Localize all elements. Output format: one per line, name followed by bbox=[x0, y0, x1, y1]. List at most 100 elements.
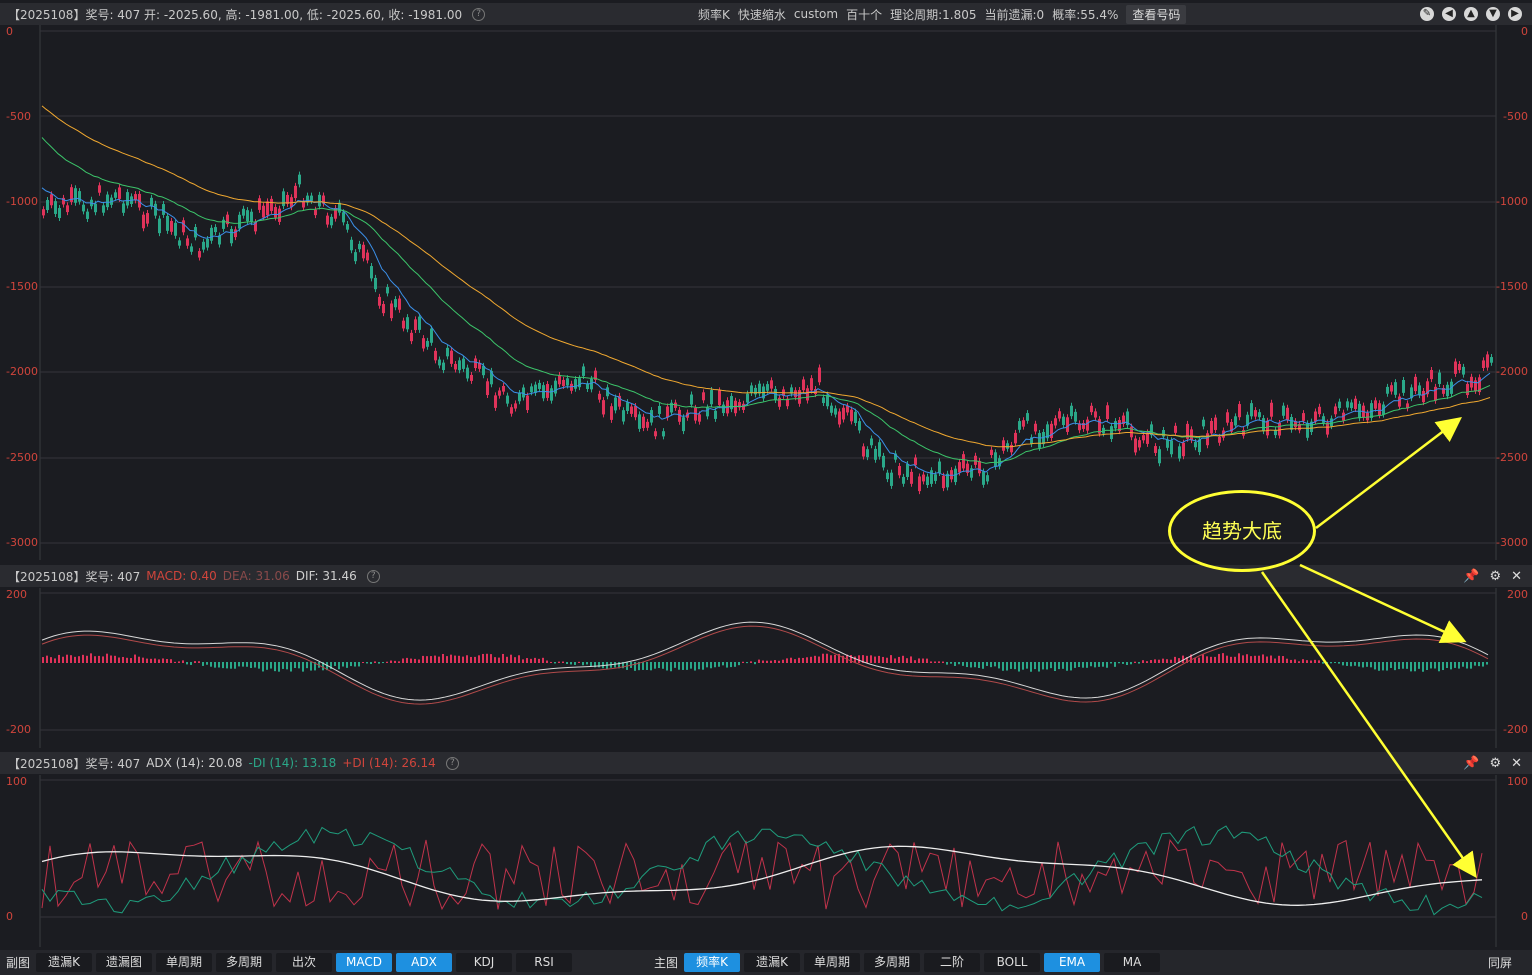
dif-value: DIF: 31.46 bbox=[295, 569, 357, 583]
candle bbox=[834, 408, 837, 415]
macd-histogram-bar bbox=[1478, 662, 1480, 667]
header-item-fast[interactable]: 快速缩水 bbox=[737, 7, 786, 22]
macd-histogram-bar bbox=[774, 660, 776, 663]
macd-pane[interactable]: 200 -200 200 -200 bbox=[0, 588, 1532, 748]
macd-histogram-bar bbox=[1386, 662, 1388, 671]
help-icon[interactable]: ? bbox=[445, 756, 459, 770]
tab-main-single-period[interactable]: 单周期 bbox=[804, 953, 861, 972]
candle bbox=[1226, 412, 1229, 423]
candle bbox=[386, 287, 389, 294]
pin-icon[interactable]: 📌 bbox=[1463, 568, 1480, 584]
macd-histogram-bar bbox=[1154, 659, 1156, 663]
header-item-custom[interactable]: custom bbox=[793, 7, 839, 21]
candle bbox=[1034, 423, 1037, 432]
candle bbox=[642, 416, 645, 429]
macd-histogram-bar bbox=[398, 661, 400, 663]
candle bbox=[522, 387, 525, 398]
macd-header: 【2025108】奖号: 407 MACD: 0.40 DEA: 31.06 D… bbox=[0, 565, 1532, 587]
tab-adx[interactable]: ADX bbox=[396, 953, 453, 972]
macd-histogram-bar bbox=[482, 653, 484, 663]
adx-pane[interactable]: 100 0 100 0 bbox=[0, 775, 1532, 947]
tab-main-omission-k[interactable]: 遗漏K bbox=[744, 953, 801, 972]
forward-icon[interactable]: ▶ bbox=[1508, 7, 1522, 21]
tab-rsi[interactable]: RSI bbox=[516, 953, 573, 972]
help-icon[interactable]: ? bbox=[366, 569, 380, 583]
tab-second-order[interactable]: 二阶 bbox=[924, 953, 981, 972]
settings-icon[interactable]: ⚙ bbox=[1489, 755, 1502, 771]
macd-histogram-bar bbox=[1198, 657, 1200, 663]
tab-count[interactable]: 出次 bbox=[276, 953, 333, 972]
macd-histogram-bar bbox=[994, 662, 996, 667]
ema-long-line bbox=[41, 105, 1491, 448]
candle bbox=[786, 398, 789, 407]
macd-histogram-bar bbox=[1146, 661, 1148, 663]
macd-histogram-bar bbox=[898, 656, 900, 663]
macd-histogram-bar bbox=[486, 653, 488, 663]
tab-boll[interactable]: BOLL bbox=[984, 953, 1041, 972]
header-item-freq[interactable]: 频率K bbox=[698, 7, 730, 22]
macd-histogram-bar bbox=[806, 657, 808, 663]
candle bbox=[1266, 420, 1269, 436]
candle bbox=[210, 227, 213, 241]
tab-omission-chart[interactable]: 遗漏图 bbox=[96, 953, 153, 972]
header-item-digits[interactable]: 百十个 bbox=[846, 7, 883, 22]
tab-single-period[interactable]: 单周期 bbox=[156, 953, 213, 972]
macd-histogram-bar bbox=[874, 656, 876, 663]
tab-frequency-k[interactable]: 频率K bbox=[684, 953, 741, 972]
down-arrow-icon[interactable]: ▼ bbox=[1486, 7, 1500, 21]
tab-kdj[interactable]: KDJ bbox=[456, 953, 513, 972]
tab-ma[interactable]: MA bbox=[1104, 953, 1161, 972]
tab-multi-period[interactable]: 多周期 bbox=[216, 953, 273, 972]
main-candlestick-chart[interactable] bbox=[0, 25, 1532, 560]
macd-histogram-bar bbox=[966, 662, 968, 668]
settings-icon[interactable]: ⚙ bbox=[1489, 568, 1502, 584]
macd-histogram-bar bbox=[270, 662, 272, 669]
macd-histogram-bar bbox=[146, 658, 148, 663]
candle bbox=[1306, 423, 1309, 438]
fullscreen-button[interactable]: 同屏 bbox=[1487, 956, 1512, 970]
macd-histogram-bar bbox=[246, 662, 248, 667]
candle bbox=[490, 370, 493, 385]
close-icon[interactable]: ✕ bbox=[1511, 568, 1522, 584]
candle bbox=[1462, 366, 1465, 375]
macd-histogram-bar bbox=[382, 662, 384, 664]
macd-histogram-bar bbox=[218, 662, 220, 668]
macd-histogram-bar bbox=[326, 662, 328, 671]
macd-histogram-bar bbox=[554, 662, 556, 664]
candle bbox=[962, 454, 965, 469]
macd-histogram-bar bbox=[418, 659, 420, 663]
up-arrow-icon[interactable]: ▲ bbox=[1464, 7, 1478, 21]
lookup-button[interactable]: 查看号码 bbox=[1126, 4, 1187, 24]
tab-main-multi-period[interactable]: 多周期 bbox=[864, 953, 921, 972]
tab-macd[interactable]: MACD bbox=[336, 953, 393, 972]
candle bbox=[326, 215, 329, 225]
macd-chart[interactable] bbox=[0, 588, 1532, 748]
macd-histogram-bar bbox=[526, 658, 528, 663]
candle bbox=[814, 389, 817, 395]
candle bbox=[990, 449, 993, 456]
back-icon[interactable]: ◀ bbox=[1442, 7, 1456, 21]
macd-histogram-bar bbox=[710, 662, 712, 669]
macd-histogram-bar bbox=[466, 655, 468, 663]
tab-omission-k[interactable]: 遗漏K bbox=[36, 953, 93, 972]
tab-ema[interactable]: EMA bbox=[1044, 953, 1101, 972]
macd-histogram-bar bbox=[894, 658, 896, 663]
adx-header-prefix: 【2025108】奖号: 407 bbox=[8, 756, 141, 771]
macd-histogram-bar bbox=[1222, 653, 1224, 663]
candle bbox=[958, 462, 961, 473]
macd-histogram-bar bbox=[954, 662, 956, 666]
help-icon[interactable]: ? bbox=[472, 7, 486, 21]
macd-histogram-bar bbox=[98, 655, 100, 663]
macd-histogram-bar bbox=[42, 657, 44, 663]
macd-histogram-bar bbox=[566, 662, 568, 665]
y-tick: 0 bbox=[6, 25, 13, 38]
candle bbox=[426, 340, 429, 347]
pin-icon[interactable]: 📌 bbox=[1463, 755, 1480, 771]
edit-icon[interactable]: ✎ bbox=[1420, 7, 1434, 21]
close-icon[interactable]: ✕ bbox=[1511, 755, 1522, 771]
macd-histogram-bar bbox=[986, 662, 988, 666]
candle bbox=[730, 396, 733, 410]
candle bbox=[818, 367, 821, 383]
main-chart-pane[interactable]: 0 -500 -1000 -1500 -2000 -2500 -3000 0 -… bbox=[0, 25, 1532, 560]
adx-chart[interactable] bbox=[0, 775, 1532, 947]
